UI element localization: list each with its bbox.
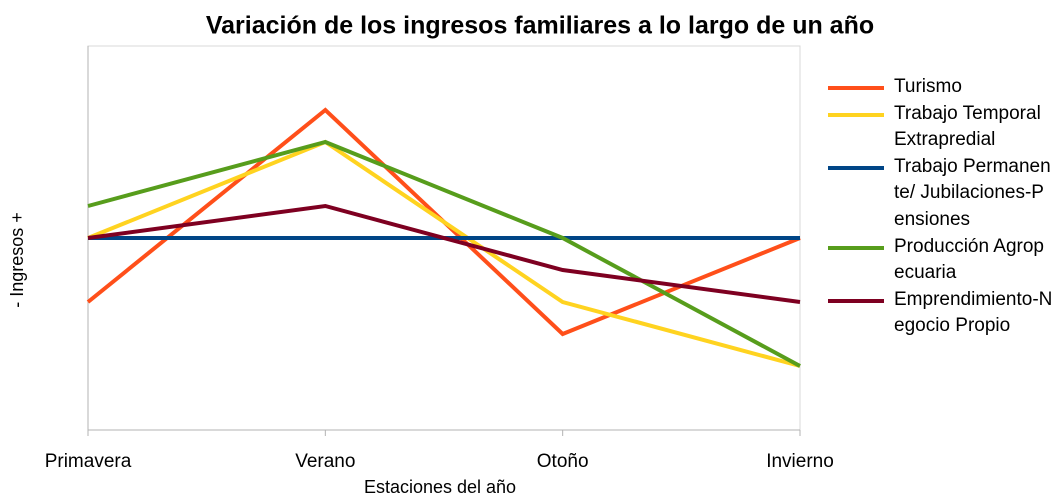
series-line xyxy=(87,203,801,304)
x-tick-label: Primavera xyxy=(45,451,132,472)
legend-label: Turismo xyxy=(894,76,962,97)
legend-item: Trabajo Permanente/ Jubilaciones-Pension… xyxy=(828,154,1058,234)
y-axis-label: - Ingresos + xyxy=(7,212,27,308)
legend: Turismo Trabajo Temporal Extrapredial Trab… xyxy=(828,74,1058,340)
legend-swatch xyxy=(828,298,884,303)
x-axis-label: Estaciones del año xyxy=(364,477,516,495)
legend-label: Emprendimiento-Negocio Propio xyxy=(894,288,1053,337)
legend-swatch xyxy=(828,112,884,117)
x-tick-label: Invierno xyxy=(766,451,834,472)
chart-title: Variación de los ingresos familiares a l… xyxy=(206,12,874,40)
legend-item: Producción Agropecuaria xyxy=(828,234,1058,287)
legend-label: Trabajo Permanente/ Jubilaciones-Pension… xyxy=(894,155,1051,230)
legend-swatch xyxy=(828,245,884,250)
legend-label: Producción Agropecuaria xyxy=(894,235,1044,284)
legend-item: Emprendimiento-Negocio Propio xyxy=(828,287,1058,340)
x-tick-label: Verano xyxy=(295,451,355,472)
series-line xyxy=(87,139,801,368)
x-tick-label: Otoño xyxy=(537,451,589,472)
legend-label: Trabajo Temporal Extrapredial xyxy=(894,102,1041,151)
legend-item: Turismo xyxy=(828,74,1058,101)
legend-swatch xyxy=(828,165,884,170)
series-line xyxy=(87,139,801,368)
legend-item: Trabajo Temporal Extrapredial xyxy=(828,101,1058,154)
legend-swatch xyxy=(828,86,884,90)
